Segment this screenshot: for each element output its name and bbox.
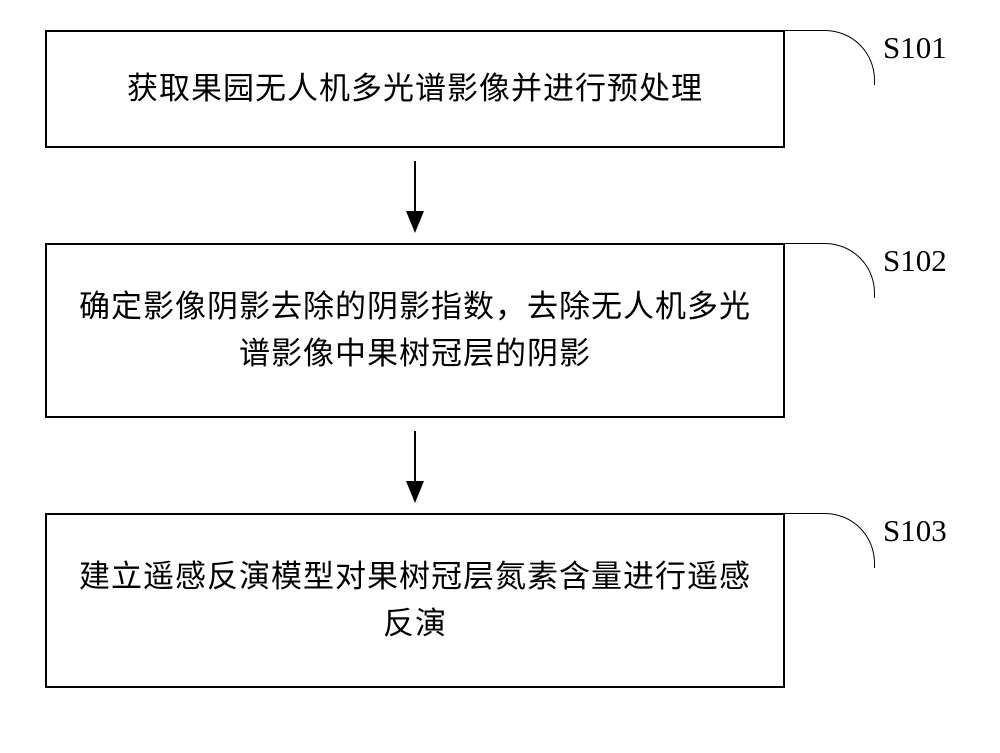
step-1-label: S101 <box>883 30 947 66</box>
step-box-2: 确定影像阴影去除的阴影指数，去除无人机多光谱影像中果树冠层的阴影 <box>45 243 785 418</box>
arrow-container-2 <box>45 418 785 513</box>
step-3-text: 建立遥感反演模型对果树冠层氮素含量进行遥感反演 <box>77 554 753 647</box>
step-2-text: 确定影像阴影去除的阴影指数，去除无人机多光谱影像中果树冠层的阴影 <box>77 284 753 377</box>
arrow-2 <box>414 431 416 501</box>
step-3-label: S103 <box>883 513 947 549</box>
label-connector-2 <box>785 243 875 298</box>
arrow-container-1 <box>45 148 785 243</box>
step-1-text: 获取果园无人机多光谱影像并进行预处理 <box>127 66 703 113</box>
label-connector-1 <box>785 30 875 85</box>
step-box-1: 获取果园无人机多光谱影像并进行预处理 <box>45 30 785 148</box>
flowchart-container: 获取果园无人机多光谱影像并进行预处理 S101 确定影像阴影去除的阴影指数，去除… <box>45 30 945 688</box>
step-2-label: S102 <box>883 243 947 279</box>
step-box-3: 建立遥感反演模型对果树冠层氮素含量进行遥感反演 <box>45 513 785 688</box>
label-connector-3 <box>785 513 875 568</box>
arrow-1 <box>414 161 416 231</box>
